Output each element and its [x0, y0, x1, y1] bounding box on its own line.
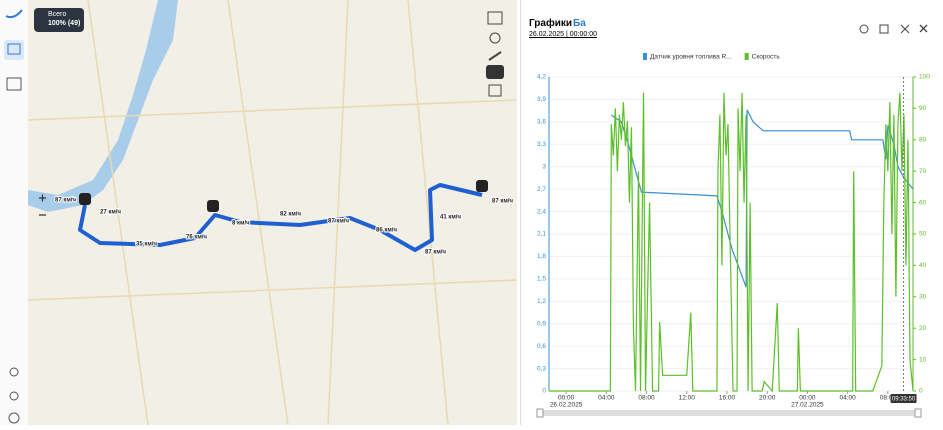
ruler-icon[interactable] [488, 51, 502, 61]
y-tick-label: 1,2 [537, 298, 546, 305]
legend-swatch [744, 53, 749, 60]
y2-tick-label: 70 [919, 168, 927, 175]
y2-tick-label: 50 [919, 231, 927, 238]
y2-tick-label: 80 [919, 137, 927, 144]
user-icon[interactable] [9, 367, 19, 377]
speed-label: 87 км/ч [492, 199, 513, 205]
object-name[interactable]: Ба [573, 18, 586, 29]
y2-tick-label: 100 [919, 74, 930, 81]
y-tick-label: 2,7 [537, 186, 546, 193]
x-tick-label: 04:00 [598, 395, 615, 402]
y2-tick-label: 20 [919, 325, 927, 332]
settings-icon[interactable] [9, 391, 19, 401]
x-date-label: 26.02.2025 [550, 402, 583, 409]
map-background [28, 0, 517, 425]
y-tick-label: 1,8 [537, 253, 546, 260]
scroll-handle[interactable] [914, 408, 922, 418]
y-tick-label: 0,9 [537, 320, 546, 327]
chart: 0 0,3 0,6 0,9 1,2 1,5 1,8 2,1 2,4 2,7 3 3,3 3,6 3,9 4,… [536, 24, 930, 418]
monitoring-icon[interactable] [4, 40, 24, 60]
badge-value: 100% (49) [48, 20, 81, 27]
speed-label: 76 км/ч [186, 235, 207, 241]
y2-tick-label: 30 [919, 294, 927, 301]
y-tick-label: 4,2 [537, 74, 546, 81]
y-tick-label: 0,6 [537, 343, 546, 350]
speed-label: 35 км/ч [136, 242, 157, 248]
water [28, 0, 178, 212]
speed-label: 86 км/ч [376, 228, 397, 234]
y-tick-label: 2,4 [537, 208, 546, 215]
close-button[interactable] [919, 24, 928, 33]
x-tick-label: 08:00 [638, 395, 655, 402]
panel-title: Графики [529, 18, 573, 29]
y-tick-label: 0 [542, 388, 546, 395]
total-badge[interactable]: Всего 100% (49) [34, 8, 84, 32]
pin[interactable] [79, 193, 91, 205]
reports-icon[interactable] [6, 77, 22, 91]
map[interactable]: 87 км/ч 27 км/ч 35 км/ч 76 км/ч 8 км/ч 82 км/… [28, 0, 517, 425]
zoom-icons[interactable] [39, 194, 46, 216]
panel-tools [859, 24, 928, 34]
pin[interactable] [207, 200, 219, 212]
x-tick-label: 04:00 [840, 395, 857, 402]
y-tick-label: 0,3 [537, 365, 546, 372]
y2-tick-label: 60 [919, 199, 927, 206]
cursor-label-bg [890, 394, 917, 403]
fit-icon[interactable] [488, 84, 502, 97]
info-icon[interactable] [8, 412, 20, 424]
speed-label: 27 км/ч [100, 210, 121, 216]
monitoring-glyph [7, 43, 21, 55]
x-tick-label: 12:00 [679, 395, 696, 402]
x-tick-label: 16:00 [719, 395, 736, 402]
x-date-label: 27.02.2025 [791, 402, 824, 409]
legend-label: Скорость [752, 54, 781, 61]
y-tick-label: 3,3 [537, 141, 546, 148]
zoom-controls[interactable] [39, 194, 46, 216]
legend-swatch [643, 53, 647, 60]
stop-pins [79, 180, 488, 212]
y2-tick-label: 40 [919, 262, 927, 269]
x-tick-label: 00:00 [799, 395, 816, 402]
y-tick-label: 3 [542, 163, 546, 170]
legend-label: Датчик уровня топлива R... [650, 54, 732, 61]
sidebar [0, 0, 29, 425]
graph-panel: Графики Ба 26.02.2025 | 00:00:00 0 0,3 0,6… [520, 0, 943, 425]
series-line [549, 92, 914, 393]
speed-label: 41 км/ч [440, 215, 461, 221]
speed-label: 82 км/ч [280, 212, 301, 218]
y-tick-label: 2,1 [537, 231, 546, 238]
map-tools [486, 11, 504, 97]
collapse-button[interactable] [900, 24, 910, 34]
badge-title: Всего [48, 11, 67, 18]
vehicle-icon[interactable] [486, 65, 504, 79]
cursor-label: 09:33:50 [892, 397, 916, 403]
x-tick-label: 20:00 [759, 395, 776, 402]
expand-button[interactable] [879, 24, 889, 34]
x-tick-label: 00:00 [558, 395, 575, 402]
roads [28, 0, 517, 425]
sidebar-icons [4, 9, 24, 424]
speed-label: 87 км/ч [55, 198, 76, 204]
route [78, 183, 483, 252]
x-tick-label: 08:00 [880, 395, 897, 402]
scroll-handle[interactable] [536, 408, 544, 418]
location-icon[interactable] [489, 32, 501, 44]
pin[interactable] [476, 180, 488, 192]
scrollbar[interactable] [541, 410, 919, 416]
logo [5, 9, 23, 19]
y-tick-label: 3,9 [537, 96, 546, 103]
period[interactable]: 26.02.2025 | 00:00:00 [529, 31, 597, 38]
layers-icon[interactable] [487, 11, 503, 25]
y-tick-label: 1,5 [537, 276, 546, 283]
y2-tick-label: 10 [919, 356, 927, 363]
y2-tick-label: 0 [919, 388, 923, 395]
speed-label: 87 км/ч [425, 250, 446, 256]
series-line [611, 109, 914, 288]
speed-label: 87 км/ч [328, 219, 349, 225]
speed-label: 8 км/ч [232, 221, 250, 227]
y2-tick-label: 90 [919, 105, 927, 112]
settings-button[interactable] [859, 24, 869, 34]
y-tick-label: 3,6 [537, 119, 546, 126]
